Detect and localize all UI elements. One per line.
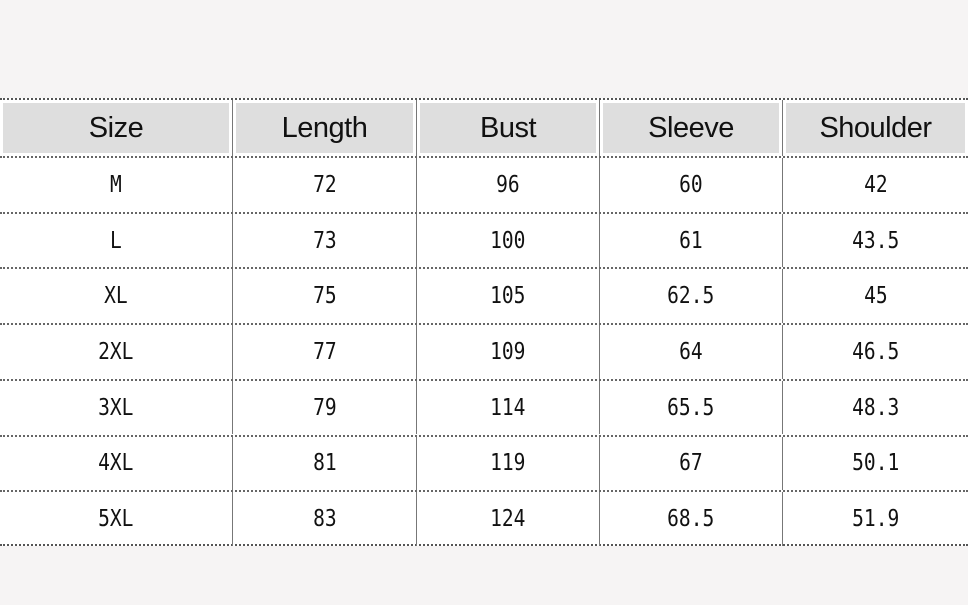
cell-bust: 124: [417, 492, 600, 546]
cell-size: 2XL: [0, 325, 233, 379]
cell-value: 68.5: [667, 506, 715, 533]
cell-value: 5XL: [98, 506, 134, 533]
cell-value: 2XL: [98, 338, 134, 365]
cell-value: 124: [490, 506, 526, 533]
table-row: XL 75 105 62.5 45: [0, 267, 968, 324]
cell-shoulder: 43.5: [783, 214, 968, 268]
cell-sleeve: 62.5: [600, 269, 783, 324]
cell-bust: 119: [417, 436, 600, 491]
cell-value: 114: [490, 394, 526, 421]
cell-value: 62.5: [667, 283, 715, 310]
cell-value: 96: [496, 171, 520, 198]
table-row: 5XL 83 124 68.5 51.9: [0, 490, 968, 546]
cell-bust: 109: [417, 325, 600, 379]
table-row: L 73 100 61 43.5: [0, 211, 968, 268]
header-label: Shoulder: [786, 103, 965, 153]
header-label: Sleeve: [603, 103, 779, 153]
cell-value: XL: [104, 283, 128, 310]
cell-value: 119: [490, 450, 526, 477]
table-row: M 72 96 60 42: [0, 156, 968, 212]
cell-bust: 100: [417, 213, 600, 268]
cell-shoulder: 45: [783, 269, 968, 323]
size-chart-table: Size Length Bust Sleeve Shoulder M 72 96 60…: [0, 98, 968, 546]
cell-value: 83: [312, 506, 337, 533]
cell-value: 45: [863, 283, 888, 310]
cell-value: 42: [863, 171, 888, 198]
cell-shoulder: 42: [783, 158, 968, 212]
cell-length: 81: [233, 436, 417, 491]
cell-bust: 96: [417, 158, 600, 212]
cell-value: 46.5: [851, 338, 900, 365]
cell-value: 79: [312, 394, 337, 421]
table-row: 2XL 77 109 64 46.5: [0, 323, 968, 379]
cell-length: 73: [233, 213, 417, 268]
cell-value: 81: [312, 450, 337, 477]
cell-value: M: [110, 171, 122, 198]
cell-sleeve: 67: [600, 436, 783, 491]
cell-value: 64: [679, 338, 703, 365]
cell-length: 72: [233, 158, 417, 212]
header-bust: Bust: [417, 100, 600, 156]
cell-sleeve: 61: [600, 213, 783, 268]
cell-bust: 105: [417, 269, 600, 324]
cell-size: XL: [0, 269, 233, 324]
header-shoulder: Shoulder: [783, 100, 968, 156]
header-size: Size: [0, 100, 233, 156]
cell-value: 100: [490, 227, 526, 254]
cell-sleeve: 65.5: [600, 380, 783, 435]
cell-shoulder: 51.9: [783, 492, 968, 546]
cell-length: 75: [233, 269, 417, 324]
cell-length: 83: [233, 492, 417, 546]
cell-value: L: [110, 227, 122, 254]
cell-value: 65.5: [667, 394, 715, 421]
header-length: Length: [233, 100, 417, 156]
cell-size: 3XL: [0, 380, 233, 435]
cell-value: 43.5: [851, 227, 900, 254]
cell-value: 51.9: [851, 506, 900, 533]
cell-value: 4XL: [98, 450, 134, 477]
cell-length: 77: [233, 325, 417, 379]
cell-value: 109: [490, 338, 526, 365]
cell-value: 60: [679, 171, 703, 198]
cell-value: 3XL: [98, 394, 134, 421]
cell-value: 50.1: [851, 450, 900, 477]
cell-value: 48.3: [851, 394, 900, 421]
table-header-row: Size Length Bust Sleeve Shoulder: [0, 100, 968, 156]
cell-value: 72: [312, 171, 337, 198]
cell-shoulder: 46.5: [783, 325, 968, 379]
cell-sleeve: 64: [600, 325, 783, 379]
header-label: Bust: [420, 103, 596, 153]
cell-sleeve: 60: [600, 158, 783, 212]
cell-length: 79: [233, 380, 417, 435]
cell-sleeve: 68.5: [600, 492, 783, 546]
cell-value: 61: [679, 227, 703, 254]
cell-shoulder: 48.3: [783, 381, 968, 435]
cell-bust: 114: [417, 380, 600, 435]
cell-size: 5XL: [0, 492, 233, 546]
header-label: Length: [236, 103, 413, 153]
cell-size: L: [0, 213, 233, 268]
header-label: Size: [3, 103, 229, 153]
cell-value: 77: [312, 338, 337, 365]
cell-value: 73: [312, 227, 337, 254]
cell-value: 105: [490, 283, 526, 310]
cell-size: 4XL: [0, 436, 233, 491]
table-row: 4XL 81 119 67 50.1: [0, 434, 968, 491]
cell-value: 75: [312, 283, 337, 310]
cell-shoulder: 50.1: [783, 437, 968, 491]
cell-size: M: [0, 158, 233, 212]
table-row: 3XL 79 114 65.5 48.3: [0, 378, 968, 435]
header-sleeve: Sleeve: [600, 100, 783, 156]
cell-value: 67: [679, 450, 703, 477]
